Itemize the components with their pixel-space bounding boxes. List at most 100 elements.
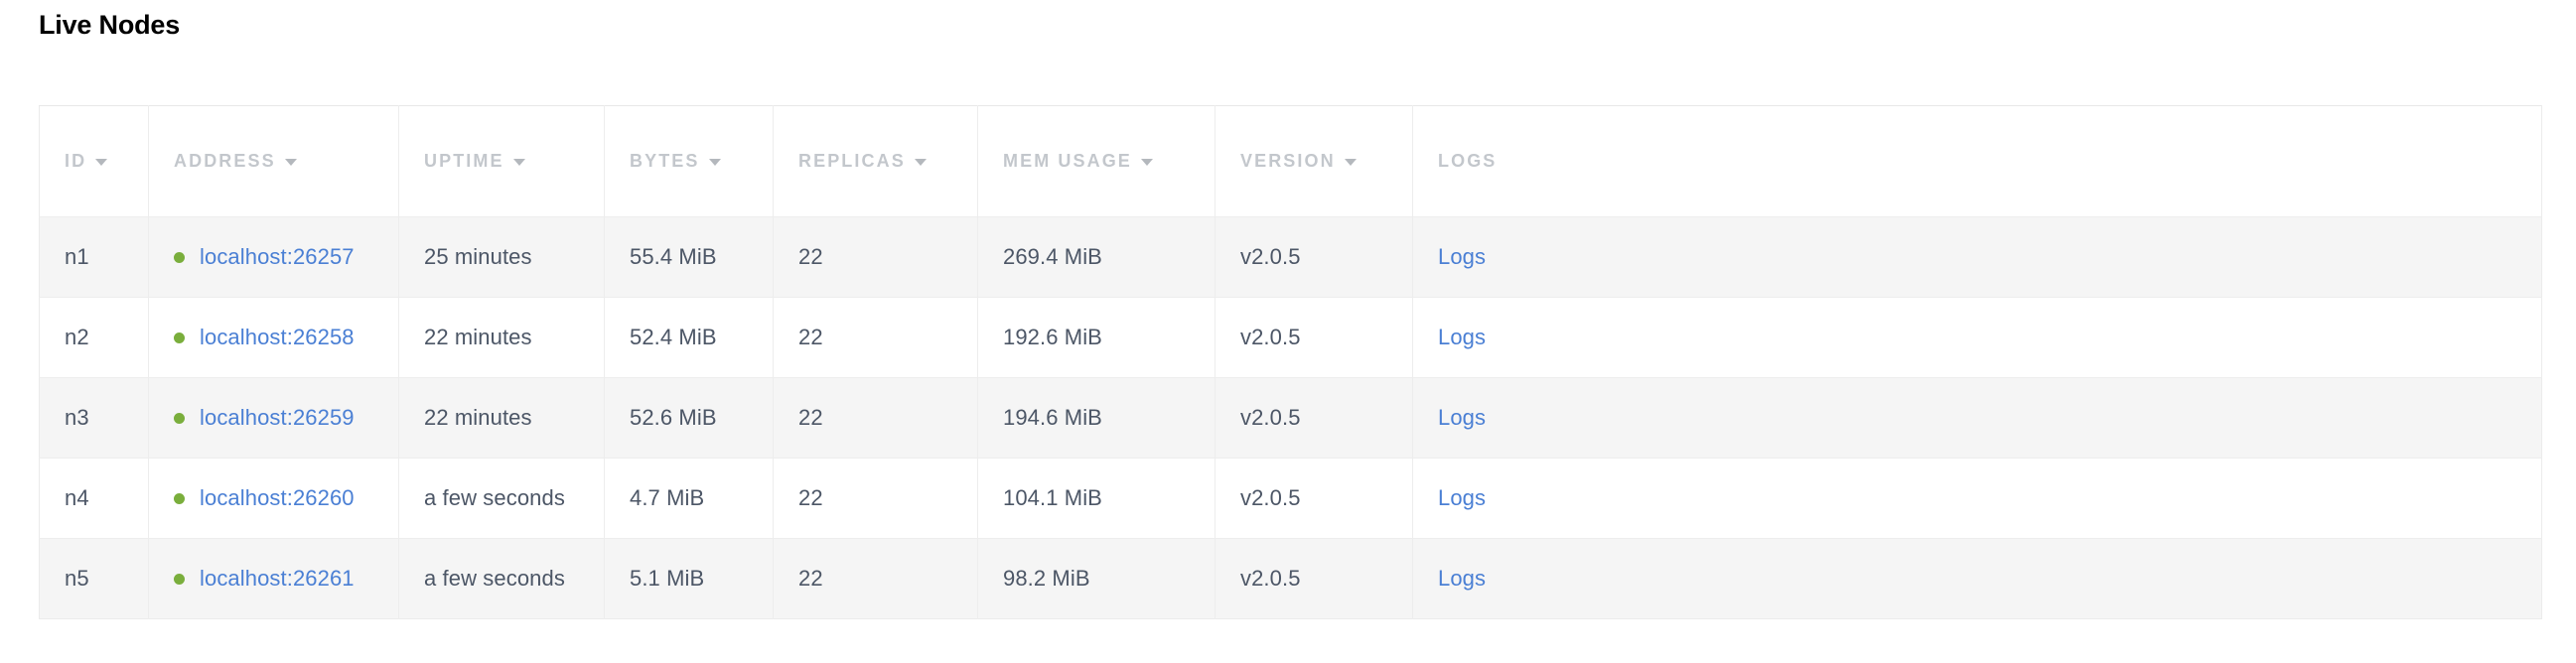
column-header-label: MEM USAGE bbox=[1003, 151, 1132, 171]
cell-text: v2.0.5 bbox=[1240, 244, 1301, 269]
cell-text: 52.4 MiB bbox=[630, 325, 717, 349]
column-header-version[interactable]: VERSION bbox=[1215, 105, 1413, 217]
cell-address: localhost:26258 bbox=[148, 297, 399, 378]
node-logs-link[interactable]: Logs bbox=[1438, 244, 1487, 269]
status-dot-icon bbox=[174, 573, 185, 585]
cell-text: 55.4 MiB bbox=[630, 244, 717, 269]
cell-text: n4 bbox=[65, 485, 89, 510]
cell-text: 104.1 MiB bbox=[1003, 485, 1102, 510]
column-header-inner: LOGS bbox=[1438, 151, 1497, 172]
cell-id: n4 bbox=[39, 458, 149, 539]
cell-text: 22 bbox=[798, 325, 823, 349]
page-title: Live Nodes bbox=[39, 10, 181, 40]
cell-text: 22 minutes bbox=[424, 325, 532, 349]
node-address-link[interactable]: localhost:26260 bbox=[200, 485, 355, 510]
cell-text: 4.7 MiB bbox=[630, 485, 705, 510]
node-address-link[interactable]: localhost:26257 bbox=[200, 244, 355, 269]
column-header-label: VERSION bbox=[1240, 151, 1336, 171]
status-dot-icon bbox=[174, 492, 185, 504]
cell-id: n5 bbox=[39, 538, 149, 619]
cell-logs: Logs bbox=[1412, 297, 2542, 378]
cell-address: localhost:26261 bbox=[148, 538, 399, 619]
cell-logs: Logs bbox=[1412, 216, 2542, 298]
column-header-inner: BYTES bbox=[630, 151, 721, 172]
cell-version: v2.0.5 bbox=[1215, 297, 1413, 378]
cell-id: n1 bbox=[39, 216, 149, 298]
cell-text: 194.6 MiB bbox=[1003, 405, 1102, 430]
node-address-link[interactable]: localhost:26258 bbox=[200, 325, 355, 349]
column-header-inner: ID bbox=[65, 151, 108, 172]
cell-text: 98.2 MiB bbox=[1003, 566, 1090, 591]
cell-replicas: 22 bbox=[773, 297, 978, 378]
cell-bytes: 52.4 MiB bbox=[604, 297, 774, 378]
cell-text: n1 bbox=[65, 244, 89, 269]
cell-version: v2.0.5 bbox=[1215, 538, 1413, 619]
sort-caret-down-icon[interactable] bbox=[284, 159, 297, 166]
cell-text: v2.0.5 bbox=[1240, 485, 1301, 510]
node-logs-link[interactable]: Logs bbox=[1438, 566, 1487, 591]
column-header-id[interactable]: ID bbox=[39, 105, 149, 217]
address-cell: localhost:26257 bbox=[174, 244, 398, 270]
address-cell: localhost:26258 bbox=[174, 325, 398, 350]
cell-mem_usage: 194.6 MiB bbox=[977, 377, 1216, 459]
sort-caret-down-icon[interactable] bbox=[1140, 159, 1153, 166]
cell-text: 25 minutes bbox=[424, 244, 532, 269]
sort-caret-down-icon[interactable] bbox=[708, 159, 721, 166]
table-body: n1 localhost:26257 25 minutes 55.4 MiB 22 269… bbox=[39, 216, 2542, 619]
cell-text: 192.6 MiB bbox=[1003, 325, 1102, 349]
table-row: n5 localhost:26261 a few seconds 5.1 MiB 22 9… bbox=[39, 538, 2542, 619]
table-row: n2 localhost:26258 22 minutes 52.4 MiB 22 192… bbox=[39, 297, 2542, 378]
column-header-inner: REPLICAS bbox=[798, 151, 927, 172]
node-address-link[interactable]: localhost:26261 bbox=[200, 566, 355, 591]
cell-text: a few seconds bbox=[424, 566, 565, 591]
cell-uptime: 22 minutes bbox=[398, 297, 605, 378]
status-dot-icon bbox=[174, 332, 185, 343]
table-row: n3 localhost:26259 22 minutes 52.6 MiB 22 194… bbox=[39, 377, 2542, 459]
sort-caret-down-icon[interactable] bbox=[95, 159, 108, 166]
column-header-inner: UPTIME bbox=[424, 151, 525, 172]
node-logs-link[interactable]: Logs bbox=[1438, 325, 1487, 349]
column-header-address[interactable]: ADDRESS bbox=[148, 105, 399, 217]
live-nodes-table-container: ID ADDRESS UPTIME BYTES REPLICAS MEM USAGE VER… bbox=[39, 105, 2542, 619]
cell-address: localhost:26260 bbox=[148, 458, 399, 539]
cell-replicas: 22 bbox=[773, 458, 978, 539]
sort-caret-down-icon[interactable] bbox=[1344, 159, 1357, 166]
cell-uptime: a few seconds bbox=[398, 458, 605, 539]
column-header-uptime[interactable]: UPTIME bbox=[398, 105, 605, 217]
cell-bytes: 52.6 MiB bbox=[604, 377, 774, 459]
cell-mem_usage: 192.6 MiB bbox=[977, 297, 1216, 378]
cell-text: 5.1 MiB bbox=[630, 566, 705, 591]
cell-text: 22 minutes bbox=[424, 405, 532, 430]
table-header: ID ADDRESS UPTIME BYTES REPLICAS MEM USAGE VER… bbox=[39, 105, 2542, 217]
node-logs-link[interactable]: Logs bbox=[1438, 405, 1487, 430]
cell-logs: Logs bbox=[1412, 458, 2542, 539]
column-header-label: ID bbox=[65, 151, 87, 171]
column-header-label: UPTIME bbox=[424, 151, 504, 171]
cell-text: n5 bbox=[65, 566, 89, 591]
column-header-inner: VERSION bbox=[1240, 151, 1357, 172]
cell-text: 52.6 MiB bbox=[630, 405, 717, 430]
cell-text: v2.0.5 bbox=[1240, 566, 1301, 591]
address-cell: localhost:26261 bbox=[174, 566, 398, 592]
cell-replicas: 22 bbox=[773, 216, 978, 298]
sort-caret-down-icon[interactable] bbox=[512, 159, 525, 166]
cell-id: n2 bbox=[39, 297, 149, 378]
cell-text: n3 bbox=[65, 405, 89, 430]
column-header-replicas[interactable]: REPLICAS bbox=[773, 105, 978, 217]
column-header-bytes[interactable]: BYTES bbox=[604, 105, 774, 217]
column-header-inner: MEM USAGE bbox=[1003, 151, 1153, 172]
cell-text: v2.0.5 bbox=[1240, 405, 1301, 430]
cell-replicas: 22 bbox=[773, 538, 978, 619]
sort-caret-down-icon[interactable] bbox=[914, 159, 927, 166]
cell-address: localhost:26257 bbox=[148, 216, 399, 298]
cell-uptime: 25 minutes bbox=[398, 216, 605, 298]
cell-mem_usage: 98.2 MiB bbox=[977, 538, 1216, 619]
column-header-mem_usage[interactable]: MEM USAGE bbox=[977, 105, 1216, 217]
cell-uptime: a few seconds bbox=[398, 538, 605, 619]
cell-version: v2.0.5 bbox=[1215, 216, 1413, 298]
cell-text: 22 bbox=[798, 485, 823, 510]
node-address-link[interactable]: localhost:26259 bbox=[200, 405, 355, 430]
node-logs-link[interactable]: Logs bbox=[1438, 485, 1487, 510]
column-header-label: BYTES bbox=[630, 151, 700, 171]
